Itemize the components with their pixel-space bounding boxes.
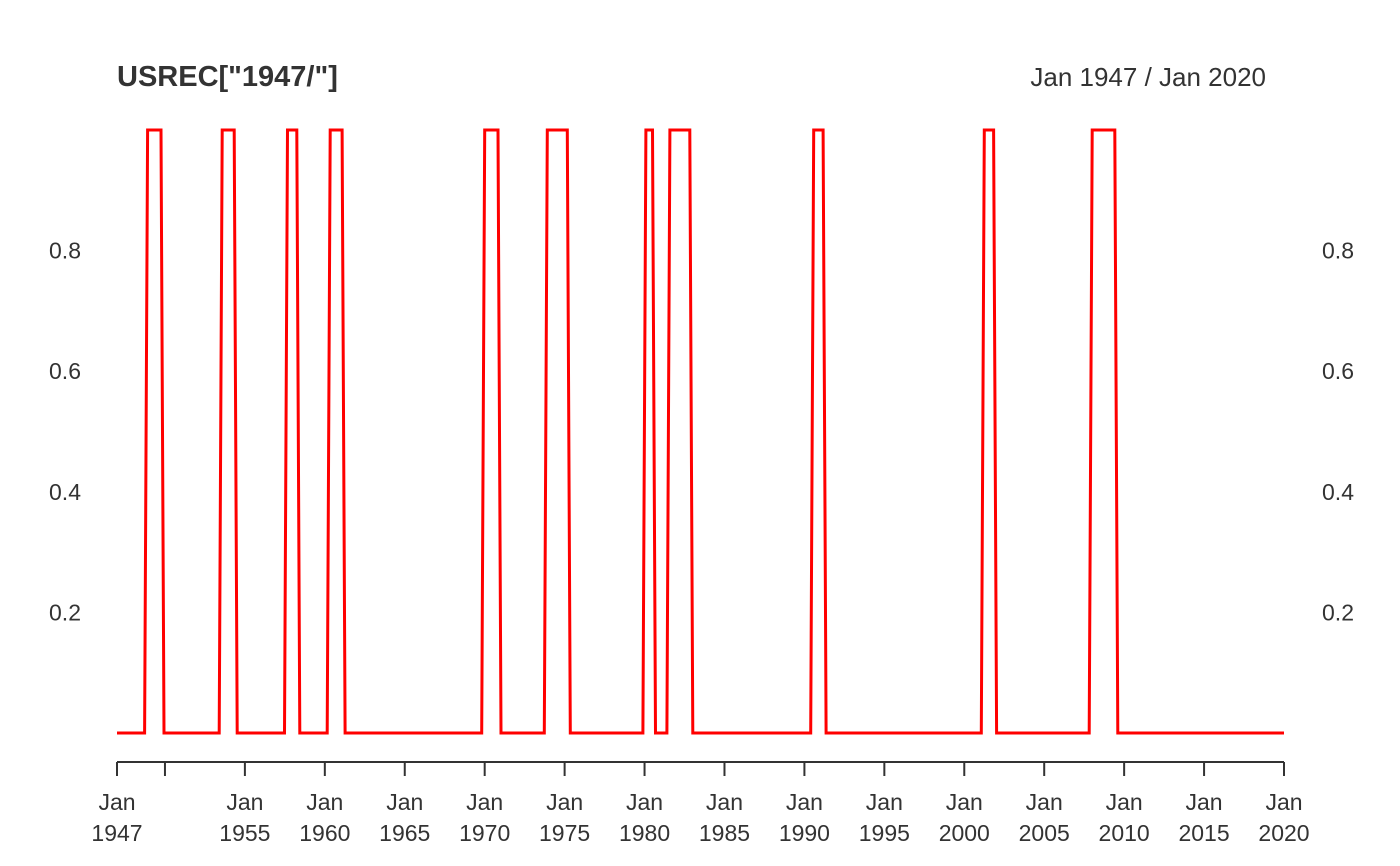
y-tick-label-left: 0.2 bbox=[49, 599, 81, 625]
x-tick-label-year: 1965 bbox=[379, 820, 430, 846]
x-tick-label-year: 2010 bbox=[1099, 820, 1150, 846]
x-tick-label-year: 1995 bbox=[859, 820, 910, 846]
x-tick-label-month: Jan bbox=[98, 789, 135, 815]
x-tick-label-year: 1947 bbox=[91, 820, 142, 846]
y-axis-left: 0.2 0.4 0.6 0.8 bbox=[49, 238, 81, 626]
x-tick-label-month: Jan bbox=[1186, 789, 1223, 815]
x-tick-label-month: Jan bbox=[466, 789, 503, 815]
x-tick-label-month: Jan bbox=[626, 789, 663, 815]
y-tick-label-right: 0.8 bbox=[1322, 238, 1354, 264]
x-tick-label-month: Jan bbox=[386, 789, 423, 815]
x-tick-label-year: 2015 bbox=[1178, 820, 1229, 846]
plot-area bbox=[117, 128, 1284, 735]
y-axis-right: 0.2 0.4 0.6 0.8 bbox=[1322, 238, 1354, 626]
x-tick-label-year: 2000 bbox=[939, 820, 990, 846]
x-tick-label-year: 1960 bbox=[299, 820, 350, 846]
y-tick-label-right: 0.4 bbox=[1322, 479, 1354, 505]
x-tick-label-month: Jan bbox=[226, 789, 263, 815]
x-axis: Jan 1947 Jan 1955 Jan 1960 Jan 1965 Jan 1970 Jan 19… bbox=[91, 761, 1310, 846]
y-tick-label-right: 0.2 bbox=[1322, 599, 1354, 625]
x-tick-label-year: 1975 bbox=[539, 820, 590, 846]
x-tick-label-month: Jan bbox=[546, 789, 583, 815]
x-tick-label-year: 1985 bbox=[699, 820, 750, 846]
series-line bbox=[117, 128, 1284, 735]
x-tick-label-month: Jan bbox=[1026, 789, 1063, 815]
y-tick-label-right: 0.6 bbox=[1322, 358, 1354, 384]
x-tick-label-year: 2005 bbox=[1019, 820, 1070, 846]
y-tick-label-left: 0.6 bbox=[49, 358, 81, 384]
chart-title: USREC["1947/"] bbox=[117, 61, 338, 93]
x-tick-label-year: 1990 bbox=[779, 820, 830, 846]
date-range-label: Jan 1947 / Jan 2020 bbox=[1030, 62, 1266, 92]
x-tick-label-year: 1980 bbox=[619, 820, 670, 846]
x-tick-label-month: Jan bbox=[1106, 789, 1143, 815]
x-tick-label-year: 1970 bbox=[459, 820, 510, 846]
x-tick-label-month: Jan bbox=[1265, 789, 1302, 815]
y-tick-label-left: 0.4 bbox=[49, 479, 81, 505]
x-tick-label-year: 2020 bbox=[1258, 820, 1309, 846]
x-tick-label-month: Jan bbox=[306, 789, 343, 815]
x-tick-label-month: Jan bbox=[786, 789, 823, 815]
x-tick-label-year: 1955 bbox=[219, 820, 270, 846]
x-tick-label-month: Jan bbox=[866, 789, 903, 815]
x-tick-label-month: Jan bbox=[706, 789, 743, 815]
x-tick-label-month: Jan bbox=[946, 789, 983, 815]
y-tick-label-left: 0.8 bbox=[49, 238, 81, 264]
